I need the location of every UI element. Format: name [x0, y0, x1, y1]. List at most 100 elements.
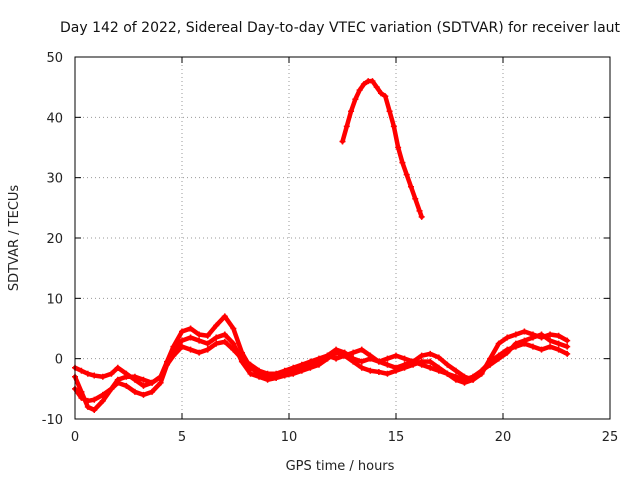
data-point-track-c	[273, 370, 280, 377]
x-tick-label: 0	[71, 430, 79, 445]
data-point-high-arc	[373, 84, 380, 91]
data-point-track-c	[78, 388, 85, 395]
data-point-track-b	[140, 391, 147, 398]
data-point-high-arc	[382, 93, 389, 100]
data-point-track-b	[91, 396, 98, 403]
data-point-track-b	[375, 368, 382, 375]
data-point-high-arc	[369, 78, 376, 85]
x-tick-label: 20	[495, 430, 512, 445]
x-tick-label: 10	[281, 430, 298, 445]
data-point-track-c	[164, 361, 171, 368]
data-point-track-b	[315, 361, 322, 368]
data-point-track-c	[478, 367, 485, 374]
data-point-track-b	[298, 367, 305, 374]
data-point-track-c	[333, 355, 340, 362]
data-point-track-c	[315, 355, 322, 362]
data-point-track-c	[290, 364, 297, 371]
data-point-track-b	[538, 346, 545, 353]
data-point-track-c	[555, 340, 562, 347]
data-point-track-c	[238, 355, 245, 362]
data-point-track-a	[221, 313, 228, 320]
data-point-track-c	[221, 338, 228, 345]
data-point-high-arc	[378, 90, 385, 97]
data-point-track-c	[435, 367, 442, 374]
data-point-track-b	[187, 334, 194, 341]
data-point-track-b	[307, 364, 314, 371]
data-point-track-c	[230, 346, 237, 353]
data-point-track-c	[521, 337, 528, 344]
data-point-track-c	[375, 358, 382, 365]
data-point-track-b	[179, 337, 185, 344]
data-point-track-b	[547, 343, 554, 350]
data-point-track-a	[204, 332, 211, 339]
data-point-track-c	[108, 385, 115, 392]
data-point-track-c	[401, 355, 408, 362]
data-point-track-a	[427, 350, 434, 357]
data-point-high-arc	[339, 138, 346, 145]
data-point-high-arc	[403, 171, 410, 178]
data-point-track-b	[555, 346, 562, 353]
data-point-track-b	[221, 331, 228, 338]
data-point-track-a	[495, 340, 502, 347]
data-point-track-b	[564, 350, 571, 357]
data-point-track-c	[495, 355, 502, 362]
data-point-track-b	[358, 364, 365, 371]
data-point-track-b	[157, 379, 164, 386]
data-point-track-a	[230, 325, 237, 332]
data-point-track-c	[140, 376, 147, 383]
data-point-track-b	[204, 340, 211, 347]
data-point-track-c	[487, 361, 494, 368]
data-point-track-a	[140, 382, 147, 389]
data-point-track-a	[564, 337, 571, 344]
data-point-high-arc	[399, 159, 406, 166]
data-point-track-a	[452, 367, 459, 374]
data-point-track-c	[204, 346, 211, 353]
data-point-track-c	[114, 376, 121, 383]
data-point-track-c	[504, 349, 511, 356]
y-tick-label: 20	[46, 232, 63, 247]
data-point-track-b	[427, 358, 434, 365]
y-tick-label: 10	[46, 292, 63, 307]
data-point-track-c	[358, 346, 365, 353]
data-point-track-c	[444, 370, 451, 377]
axes: 0 5 10 15 20 25 -10 0 10 20 30 40 50	[42, 51, 619, 445]
grid-lines	[75, 57, 610, 419]
data-point-track-c	[393, 352, 399, 359]
data-point-track-c	[84, 403, 91, 410]
data-point-track-b	[264, 376, 271, 383]
data-point-track-b	[230, 340, 237, 347]
data-point-track-a	[435, 354, 442, 361]
data-point-high-arc	[343, 123, 350, 130]
data-point-track-c	[470, 373, 477, 380]
data-point-high-arc	[407, 183, 414, 190]
data-point-track-b	[213, 334, 220, 341]
data-point-track-c	[281, 367, 288, 374]
data-point-track-b	[290, 370, 297, 377]
data-point-track-b	[196, 337, 203, 344]
data-marks	[72, 78, 571, 413]
data-point-track-a	[384, 361, 391, 368]
data-point-track-c	[324, 352, 331, 359]
data-point-track-a	[547, 331, 554, 338]
data-point-track-b	[170, 346, 177, 353]
y-tick-label: -10	[42, 413, 63, 428]
data-point-track-a	[418, 352, 425, 359]
data-point-track-b	[149, 388, 156, 395]
data-point-high-arc	[395, 144, 402, 151]
data-point-high-arc	[352, 96, 359, 103]
data-point-track-c	[213, 340, 220, 347]
data-point-high-arc	[348, 108, 355, 115]
data-point-track-b	[247, 370, 254, 377]
data-point-track-a	[196, 331, 203, 338]
data-point-track-b	[529, 343, 536, 350]
data-point-track-a	[179, 328, 185, 335]
data-point-high-arc	[412, 195, 419, 202]
data-point-track-c	[170, 352, 177, 359]
data-point-track-a	[504, 334, 511, 341]
data-point-track-c	[264, 370, 271, 377]
x-tick-label: 15	[388, 430, 405, 445]
data-point-track-c	[149, 379, 156, 386]
data-point-track-b	[393, 367, 399, 374]
data-point-track-c	[341, 352, 348, 359]
